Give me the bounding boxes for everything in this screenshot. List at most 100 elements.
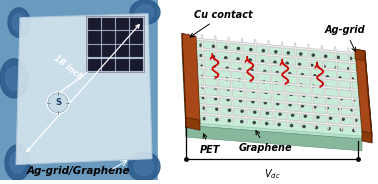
Circle shape xyxy=(262,50,265,52)
Ellipse shape xyxy=(130,0,160,24)
Circle shape xyxy=(326,107,328,109)
Bar xyxy=(116,59,129,71)
Circle shape xyxy=(312,54,314,56)
Circle shape xyxy=(263,81,265,83)
Polygon shape xyxy=(182,33,200,121)
Bar xyxy=(86,16,144,72)
Circle shape xyxy=(214,77,216,79)
Polygon shape xyxy=(355,49,365,61)
Circle shape xyxy=(203,107,205,109)
Ellipse shape xyxy=(135,158,153,175)
Bar xyxy=(130,31,143,44)
Text: Ag-grid/Graphene: Ag-grid/Graphene xyxy=(26,166,130,176)
Text: S: S xyxy=(55,98,61,107)
Circle shape xyxy=(239,68,241,70)
Circle shape xyxy=(314,75,316,77)
Circle shape xyxy=(191,106,193,108)
Circle shape xyxy=(254,111,256,113)
Circle shape xyxy=(189,75,191,77)
Text: $V_{dc}$: $V_{dc}$ xyxy=(264,167,280,181)
Circle shape xyxy=(304,115,307,117)
Circle shape xyxy=(301,74,304,76)
Circle shape xyxy=(241,110,243,112)
Polygon shape xyxy=(182,38,362,136)
Bar xyxy=(130,59,143,71)
Circle shape xyxy=(47,92,69,114)
Circle shape xyxy=(351,109,353,111)
Circle shape xyxy=(189,85,192,87)
Bar xyxy=(116,45,129,57)
Circle shape xyxy=(266,112,268,114)
Circle shape xyxy=(188,64,191,66)
Circle shape xyxy=(287,52,290,54)
Circle shape xyxy=(328,128,330,130)
Circle shape xyxy=(300,53,302,55)
Circle shape xyxy=(227,99,229,101)
Circle shape xyxy=(311,64,313,67)
Circle shape xyxy=(278,123,280,126)
Bar xyxy=(88,18,101,30)
Circle shape xyxy=(349,88,352,90)
Circle shape xyxy=(253,121,255,124)
Circle shape xyxy=(328,96,330,99)
Ellipse shape xyxy=(10,152,25,173)
Bar xyxy=(116,18,129,30)
Circle shape xyxy=(351,78,353,80)
Ellipse shape xyxy=(0,59,28,98)
Circle shape xyxy=(301,105,304,107)
Circle shape xyxy=(303,94,305,97)
Circle shape xyxy=(226,78,228,80)
Circle shape xyxy=(339,77,341,79)
Bar xyxy=(130,45,143,57)
Polygon shape xyxy=(16,14,152,164)
Circle shape xyxy=(347,68,350,70)
Circle shape xyxy=(314,106,316,108)
Ellipse shape xyxy=(6,67,22,90)
Circle shape xyxy=(262,60,264,62)
Text: 18 inch: 18 inch xyxy=(52,54,84,82)
Ellipse shape xyxy=(5,145,30,180)
Circle shape xyxy=(238,79,240,81)
Circle shape xyxy=(253,90,254,92)
Circle shape xyxy=(202,97,204,99)
Circle shape xyxy=(225,46,227,48)
Circle shape xyxy=(250,49,252,51)
Circle shape xyxy=(315,126,318,129)
Circle shape xyxy=(225,57,227,59)
Polygon shape xyxy=(182,33,186,127)
Circle shape xyxy=(277,103,279,105)
Polygon shape xyxy=(182,41,186,137)
Bar xyxy=(102,59,115,71)
Circle shape xyxy=(325,86,327,88)
Bar xyxy=(158,0,378,180)
Polygon shape xyxy=(186,125,362,151)
Circle shape xyxy=(275,82,277,84)
Ellipse shape xyxy=(128,152,160,181)
Circle shape xyxy=(200,44,202,46)
Circle shape xyxy=(323,66,325,68)
Circle shape xyxy=(203,118,206,120)
Circle shape xyxy=(291,114,294,116)
Circle shape xyxy=(286,62,288,64)
Circle shape xyxy=(239,100,242,102)
Circle shape xyxy=(277,92,280,94)
Circle shape xyxy=(298,63,301,66)
Circle shape xyxy=(353,129,355,132)
Circle shape xyxy=(339,108,341,110)
Circle shape xyxy=(341,98,343,100)
Text: Cu contact: Cu contact xyxy=(190,10,253,37)
Circle shape xyxy=(290,93,292,95)
Bar xyxy=(116,31,129,44)
Circle shape xyxy=(315,95,318,98)
Circle shape xyxy=(249,59,251,61)
Circle shape xyxy=(251,80,253,82)
Bar xyxy=(130,18,143,30)
Circle shape xyxy=(226,67,228,69)
Circle shape xyxy=(317,116,319,118)
Ellipse shape xyxy=(136,5,154,20)
Circle shape xyxy=(228,109,231,111)
Circle shape xyxy=(342,118,344,120)
Circle shape xyxy=(201,76,203,78)
Circle shape xyxy=(340,128,342,131)
Circle shape xyxy=(353,99,355,101)
